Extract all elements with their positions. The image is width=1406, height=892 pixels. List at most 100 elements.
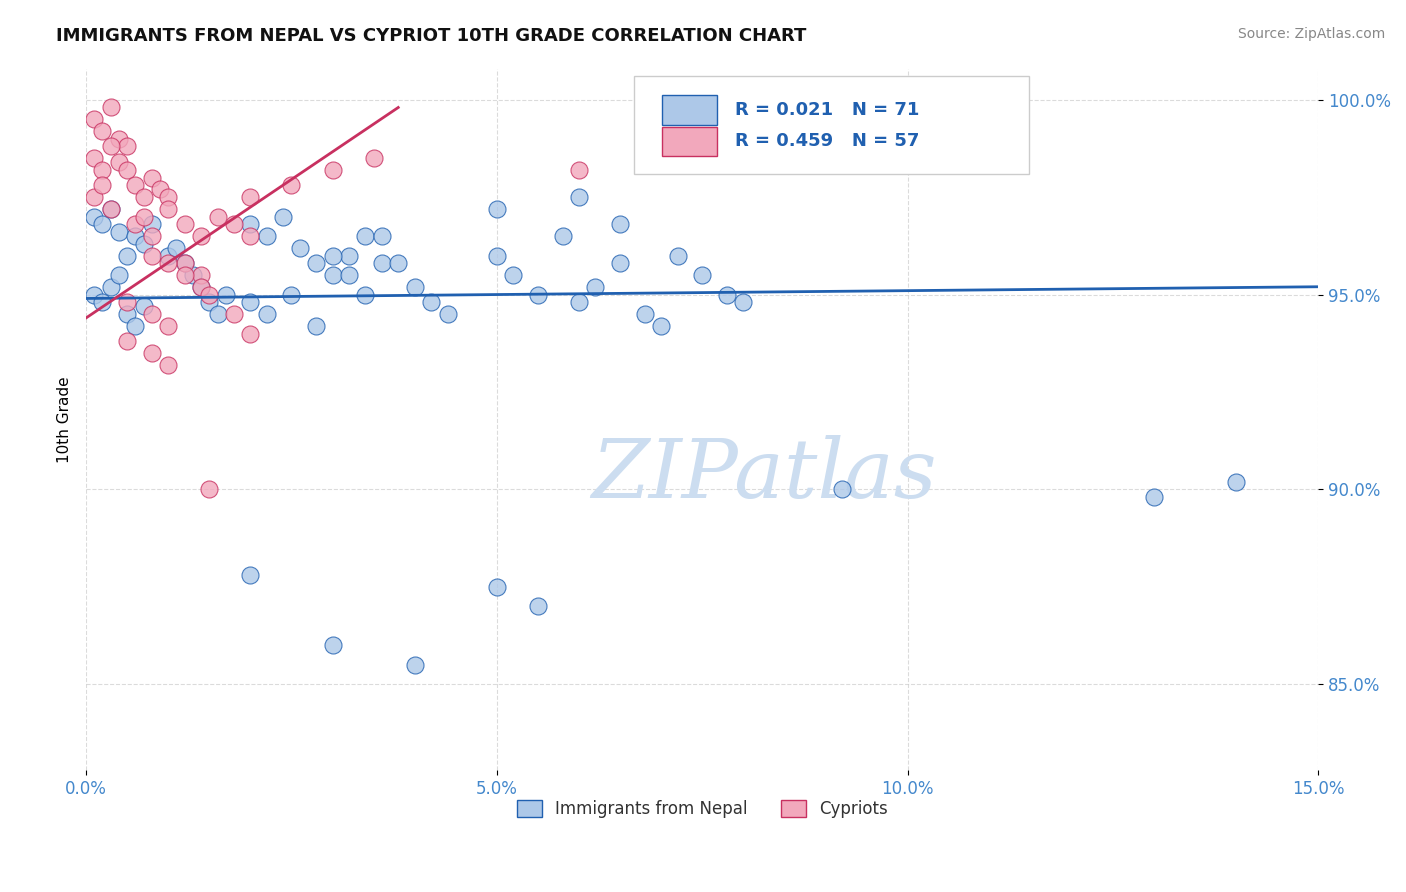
Point xyxy=(91,295,114,310)
Point xyxy=(551,229,574,244)
Point xyxy=(141,346,163,360)
Point xyxy=(115,295,138,310)
Point xyxy=(198,295,221,310)
Point xyxy=(115,249,138,263)
Point xyxy=(108,268,131,282)
Point xyxy=(239,190,262,204)
Point xyxy=(173,218,195,232)
Point xyxy=(1143,490,1166,504)
Point xyxy=(181,268,204,282)
Point xyxy=(716,287,738,301)
Point xyxy=(650,151,672,165)
Point xyxy=(115,139,138,153)
Point xyxy=(337,249,360,263)
Point xyxy=(222,307,245,321)
Point xyxy=(83,190,105,204)
Point xyxy=(173,256,195,270)
Point xyxy=(568,295,591,310)
Point xyxy=(190,279,212,293)
Point xyxy=(108,131,131,145)
Point xyxy=(157,358,180,372)
Point xyxy=(420,295,443,310)
Point xyxy=(141,218,163,232)
Point xyxy=(108,155,131,169)
Point xyxy=(157,202,180,216)
Point xyxy=(239,568,262,582)
Point xyxy=(132,299,155,313)
Point xyxy=(690,268,713,282)
Point xyxy=(527,287,550,301)
Point xyxy=(387,256,409,270)
Point xyxy=(321,638,343,652)
Point xyxy=(485,580,508,594)
Point xyxy=(207,307,229,321)
Point xyxy=(239,326,262,341)
Point xyxy=(149,182,172,196)
Point xyxy=(157,190,180,204)
Point xyxy=(115,162,138,177)
Point xyxy=(83,112,105,127)
Point xyxy=(115,307,138,321)
Point xyxy=(527,599,550,614)
Point xyxy=(190,279,212,293)
Point xyxy=(271,210,294,224)
Point xyxy=(190,268,212,282)
FancyBboxPatch shape xyxy=(661,95,717,125)
Text: IMMIGRANTS FROM NEPAL VS CYPRIOT 10TH GRADE CORRELATION CHART: IMMIGRANTS FROM NEPAL VS CYPRIOT 10TH GR… xyxy=(56,27,807,45)
Point xyxy=(157,256,180,270)
Point xyxy=(141,170,163,185)
Point xyxy=(124,218,146,232)
Point xyxy=(83,210,105,224)
Text: ZIPatlas: ZIPatlas xyxy=(591,435,936,516)
Legend: Immigrants from Nepal, Cypriots: Immigrants from Nepal, Cypriots xyxy=(510,793,894,825)
Point xyxy=(83,287,105,301)
Point xyxy=(288,241,311,255)
Point xyxy=(666,249,689,263)
Point xyxy=(141,249,163,263)
Point xyxy=(404,657,426,672)
Point xyxy=(165,241,187,255)
Point xyxy=(132,210,155,224)
Point xyxy=(141,307,163,321)
Point xyxy=(124,229,146,244)
Point xyxy=(609,256,631,270)
Point xyxy=(337,268,360,282)
Point xyxy=(1225,475,1247,489)
Point xyxy=(436,307,458,321)
FancyBboxPatch shape xyxy=(634,76,1029,174)
Point xyxy=(568,190,591,204)
Point xyxy=(115,334,138,349)
Y-axis label: 10th Grade: 10th Grade xyxy=(58,376,72,463)
Point xyxy=(485,249,508,263)
Point xyxy=(100,202,122,216)
Point xyxy=(91,178,114,193)
Point xyxy=(321,162,343,177)
FancyBboxPatch shape xyxy=(661,127,717,156)
Point xyxy=(173,268,195,282)
Point xyxy=(485,202,508,216)
Point xyxy=(239,295,262,310)
Point xyxy=(354,229,377,244)
Point xyxy=(108,225,131,239)
Point xyxy=(215,287,238,301)
Point xyxy=(100,202,122,216)
Text: R = 0.021   N = 71: R = 0.021 N = 71 xyxy=(735,101,920,119)
Point xyxy=(239,218,262,232)
Point xyxy=(157,249,180,263)
Point xyxy=(650,318,672,333)
Point xyxy=(207,210,229,224)
Point xyxy=(568,162,591,177)
Point xyxy=(354,287,377,301)
Point xyxy=(634,307,657,321)
Point xyxy=(190,229,212,244)
Point xyxy=(280,287,302,301)
Point xyxy=(305,256,328,270)
Point xyxy=(83,151,105,165)
Point xyxy=(305,318,328,333)
Point xyxy=(91,124,114,138)
Point xyxy=(157,318,180,333)
Text: R = 0.459   N = 57: R = 0.459 N = 57 xyxy=(735,133,920,151)
Point xyxy=(733,295,755,310)
Point xyxy=(222,218,245,232)
Point xyxy=(321,249,343,263)
